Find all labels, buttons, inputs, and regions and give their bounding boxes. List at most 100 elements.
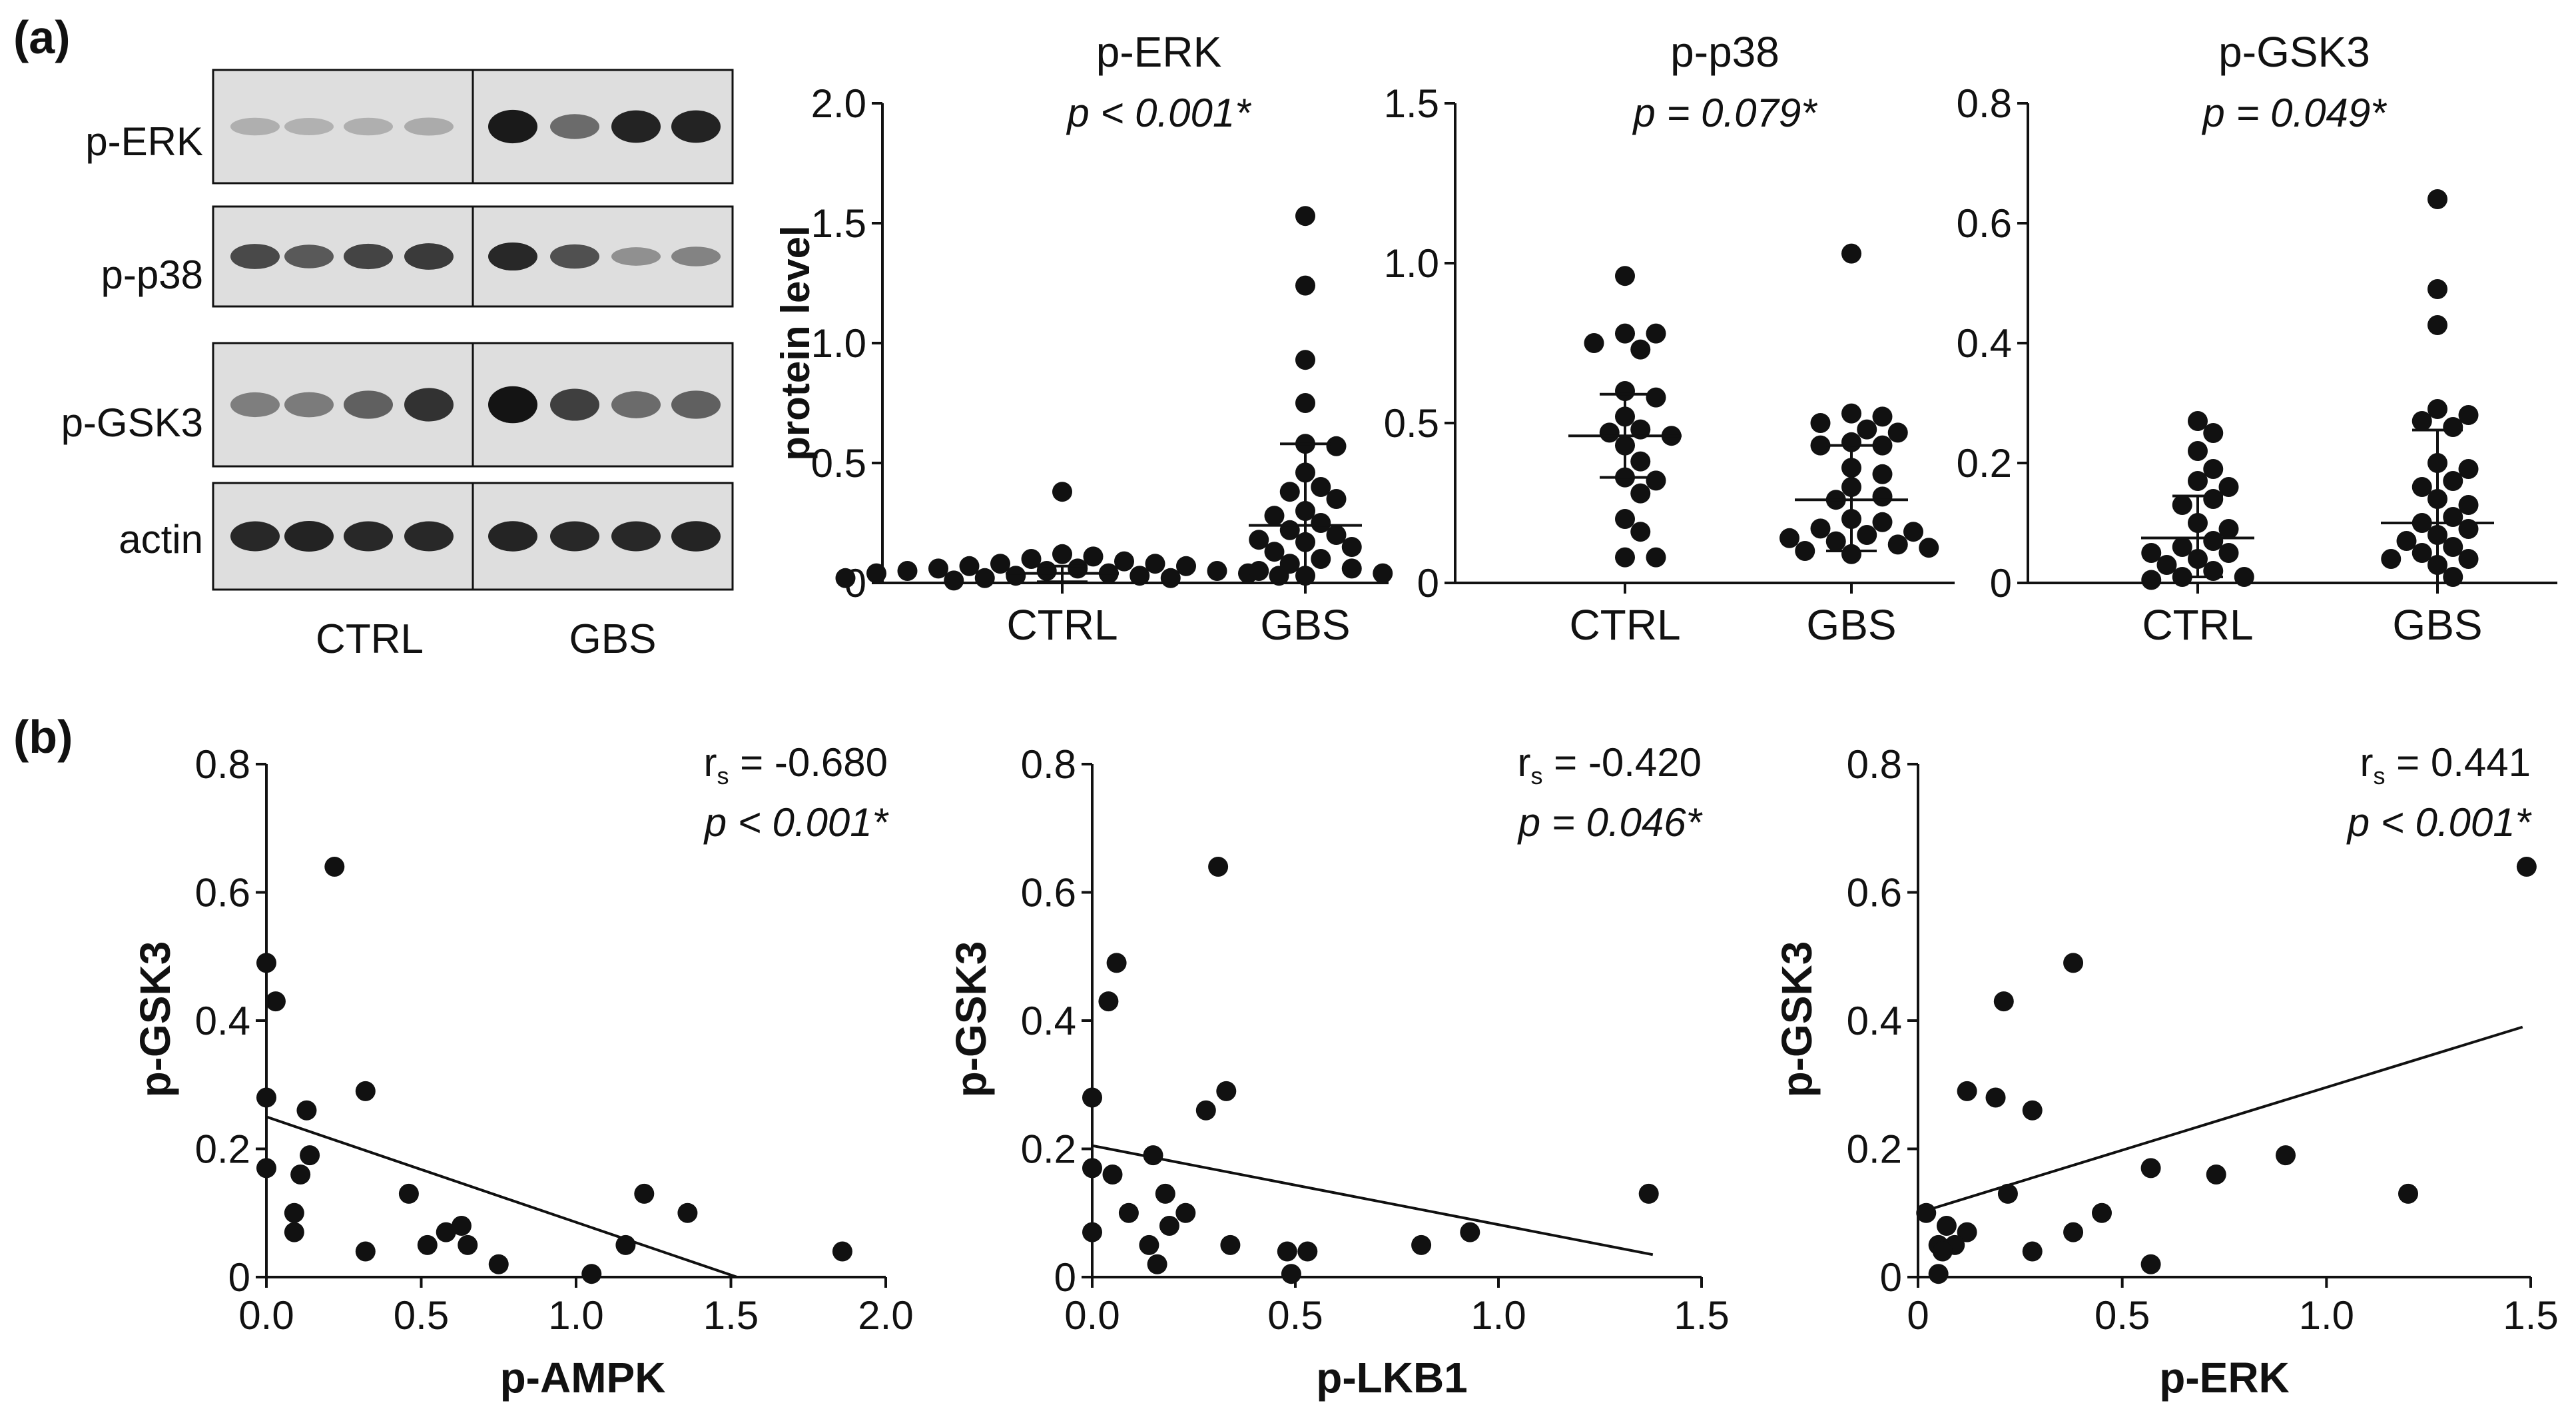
blot-band [284, 244, 334, 268]
data-point [1872, 486, 1893, 507]
x-tick-label: 0.5 [2094, 1293, 2150, 1338]
x-tick-label: 1.5 [703, 1293, 759, 1338]
blot-group-label-ctrl: CTRL [316, 616, 424, 662]
data-point [2381, 549, 2402, 569]
data-point [1630, 451, 1651, 472]
data-point [2398, 1183, 2418, 1204]
blot-band [230, 392, 280, 418]
data-point [1139, 1234, 1159, 1255]
data-point [290, 1165, 311, 1184]
data-point [1295, 393, 1315, 413]
blot-band [284, 521, 334, 552]
data-point [1114, 551, 1134, 572]
data-point [1957, 1081, 1977, 1101]
data-point [1615, 323, 1635, 344]
data-point [1411, 1234, 1432, 1255]
data-point [1646, 470, 1666, 491]
stat-rs: rs = -0.680 [704, 740, 888, 789]
data-point [458, 1234, 478, 1255]
blot-band [488, 242, 537, 271]
data-point [1297, 1241, 1318, 1262]
data-point [1249, 561, 1269, 581]
data-point [2218, 543, 2239, 563]
data-point [1279, 554, 1300, 574]
x-tick-label: 0.5 [1267, 1293, 1323, 1338]
data-point [1102, 1165, 1123, 1184]
data-point [1216, 1081, 1237, 1101]
data-point [2141, 570, 2162, 590]
blot-band [550, 244, 599, 269]
data-point [284, 1222, 304, 1242]
x-axis-label: p-AMPK [500, 1354, 666, 1402]
y-tick-label: 2.0 [811, 81, 866, 126]
data-point [1810, 413, 1831, 433]
data-point [1630, 483, 1651, 504]
data-point [1872, 435, 1893, 456]
data-point [1993, 991, 2014, 1012]
stat-pvalue: p < 0.001* [2346, 800, 2532, 845]
data-point [1638, 1183, 1659, 1204]
data-point [488, 1254, 509, 1274]
data-point [1052, 544, 1072, 564]
stat-r: r [1518, 740, 1531, 785]
x-tick-label: 1.0 [548, 1293, 603, 1338]
blot-band [550, 388, 599, 421]
chart-title: p-GSK3 [2218, 28, 2370, 76]
data-point [1841, 544, 1861, 564]
data-point [1106, 953, 1127, 973]
blot-group-label-gbs: GBS [569, 616, 657, 662]
data-point [1932, 1241, 1953, 1262]
data-point [2188, 471, 2208, 491]
data-point [1326, 525, 1347, 545]
blot-band [488, 521, 537, 552]
data-point [1295, 275, 1315, 296]
data-point [1630, 522, 1651, 542]
y-tick-label: 0.8 [1021, 742, 1076, 787]
data-point [398, 1183, 419, 1204]
y-tick-label: 1.5 [1384, 81, 1439, 126]
blot-strip [212, 69, 734, 185]
blot-band [404, 521, 454, 552]
data-point [2427, 399, 2447, 419]
chart-pvalue: p < 0.001* [1066, 91, 1251, 135]
y-tick-label: 0 [228, 1255, 250, 1300]
data-point [1082, 1222, 1102, 1242]
data-point [2203, 459, 2224, 479]
y-tick-label: 0 [1990, 561, 2012, 606]
stat-r: r [2360, 740, 2373, 785]
data-point [1373, 563, 1393, 584]
data-point [1841, 432, 1861, 452]
chart-pvalue: p = 0.079* [1632, 91, 1817, 135]
data-point [1264, 542, 1285, 562]
stat-r-value: = -0.680 [729, 740, 888, 785]
x-tick-label: 0.0 [238, 1293, 294, 1338]
data-point [1903, 522, 1923, 542]
data-point [2443, 417, 2463, 437]
data-point [928, 558, 948, 579]
data-point [2022, 1241, 2043, 1262]
data-point [284, 1202, 304, 1223]
data-point [1646, 323, 1666, 344]
data-point [1159, 1216, 1179, 1236]
data-point [1145, 554, 1165, 574]
x-tick-label: 1.5 [2503, 1293, 2558, 1338]
data-point [1118, 1202, 1139, 1223]
data-point [1006, 566, 1026, 586]
blot-band [404, 243, 454, 270]
data-point [1082, 1087, 1102, 1108]
data-point [1630, 339, 1651, 360]
data-point [2412, 477, 2432, 497]
chart-lkb1: rs = -0.420 p = 0.046* p-LKB1 p-GSK3 00.… [947, 740, 1730, 1402]
data-point [1281, 1264, 1301, 1284]
data-point [2516, 857, 2537, 877]
data-point [1841, 243, 1861, 264]
data-point [1311, 513, 1331, 533]
data-point [2203, 531, 2224, 551]
data-point [355, 1081, 376, 1101]
data-point [1052, 482, 1072, 502]
data-point [1928, 1264, 1949, 1284]
x-tick-label: 0.5 [394, 1293, 449, 1338]
x-tick-label: CTRL [2142, 601, 2253, 649]
blot-band [344, 243, 393, 270]
data-point [2412, 543, 2432, 563]
